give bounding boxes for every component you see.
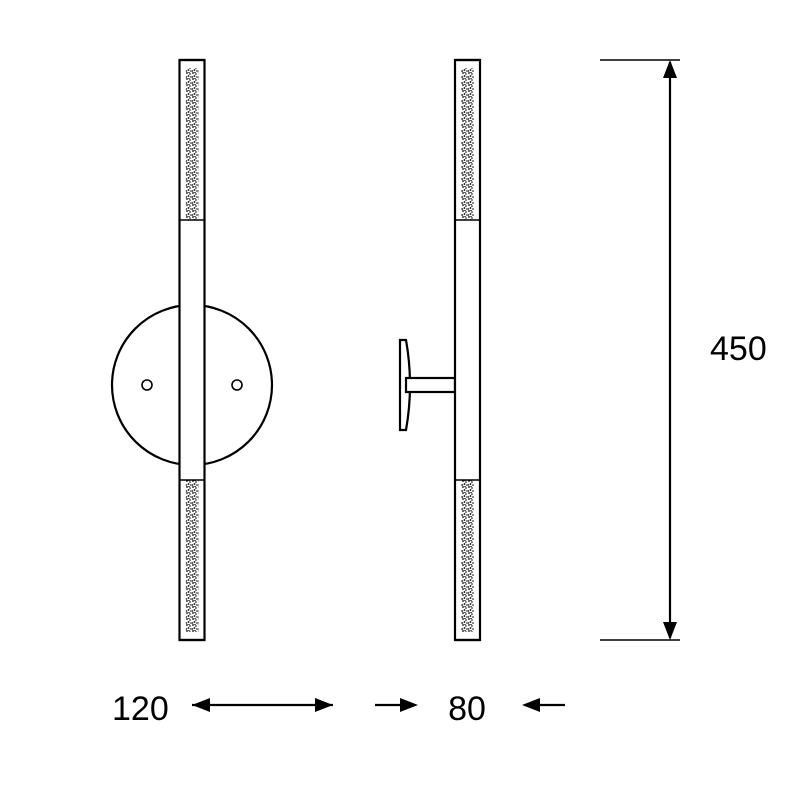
arrowhead-icon [522, 698, 540, 712]
technical-drawing: 450 120 80 [0, 0, 800, 800]
dimension-depth-side: 80 [375, 690, 565, 728]
dimension-width-front: 120 [112, 690, 333, 728]
front-texture-top [186, 68, 199, 220]
arrowhead-icon [400, 698, 418, 712]
arrowhead-icon [663, 622, 677, 640]
dimension-width-label: 120 [112, 690, 169, 728]
side-view [400, 60, 480, 640]
arrowhead-icon [192, 698, 210, 712]
front-texture-bottom [186, 480, 199, 632]
front-screw-right [232, 380, 242, 390]
dimension-height: 450 [600, 60, 767, 640]
side-texture-top [461, 68, 474, 220]
front-view [112, 60, 272, 640]
arrowhead-icon [315, 698, 333, 712]
dimension-depth-label: 80 [448, 690, 486, 728]
dimension-height-label: 450 [710, 330, 767, 368]
arrowhead-icon [663, 60, 677, 78]
side-arm [406, 378, 455, 392]
front-screw-left [142, 380, 152, 390]
side-texture-bottom [461, 480, 474, 632]
